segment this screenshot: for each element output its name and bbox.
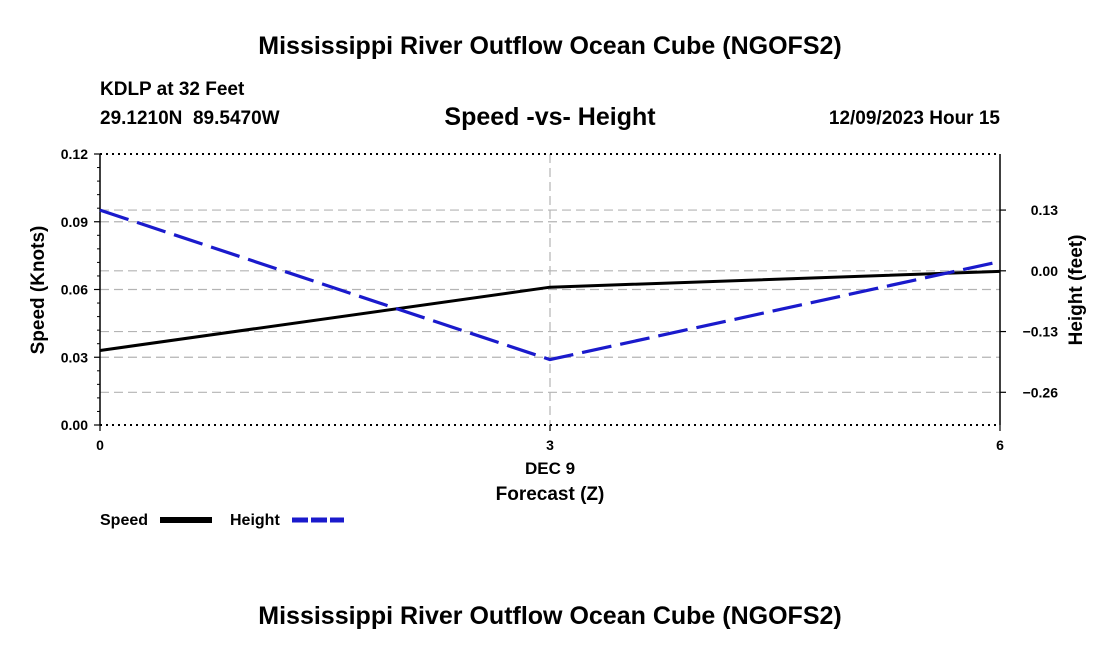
x-tick-label-2: 6 xyxy=(996,437,1004,453)
grid-lines xyxy=(100,154,1000,425)
main-title: Mississippi River Outflow Ocean Cube (NG… xyxy=(258,32,841,60)
forecast-datetime: 12/09/2023 Hour 15 xyxy=(829,108,1001,129)
legend: Speed Height xyxy=(100,512,344,529)
left-tick-label-2: 0.06 xyxy=(61,282,88,298)
left-axis-ticks: 0.00 0.03 0.06 0.09 0.12 xyxy=(61,146,100,433)
right-tick-label-3: 0.13 xyxy=(1031,202,1058,218)
right-tick-label-1: −0.13 xyxy=(1023,324,1059,340)
x-axis-date-label: DEC 9 xyxy=(525,459,575,478)
legend-height-label: Height xyxy=(230,512,280,529)
right-tick-label-2: 0.00 xyxy=(1031,263,1058,279)
series-line-speed xyxy=(99,269,1001,352)
y-axis-left-label: Speed (Knots) xyxy=(28,226,49,355)
series-line-height xyxy=(99,208,1001,362)
right-tick-label-0: −0.26 xyxy=(1023,384,1059,400)
station-name: KDLP at 32 Feet xyxy=(100,79,245,100)
left-tick-label-1: 0.03 xyxy=(61,349,88,365)
x-tick-label-0: 0 xyxy=(96,437,104,453)
left-tick-label-0: 0.00 xyxy=(61,417,88,433)
station-coords: 29.1210N 89.5470W xyxy=(100,108,280,129)
right-axis-ticks: −0.26 −0.13 0.00 0.13 xyxy=(1000,202,1058,400)
y-axis-right-label: Height (feet) xyxy=(1066,235,1087,346)
left-tick-label-4: 0.12 xyxy=(61,146,88,162)
x-axis-ticks: 0 3 6 xyxy=(96,425,1004,453)
footer-title: Mississippi River Outflow Ocean Cube (NG… xyxy=(258,602,841,630)
legend-speed-label: Speed xyxy=(100,512,148,529)
series-lines xyxy=(99,208,1001,362)
x-axis-label: Forecast (Z) xyxy=(496,484,605,505)
chart-title: Speed -vs- Height xyxy=(444,103,656,131)
left-tick-label-3: 0.09 xyxy=(61,214,88,230)
x-tick-label-1: 3 xyxy=(546,437,554,453)
